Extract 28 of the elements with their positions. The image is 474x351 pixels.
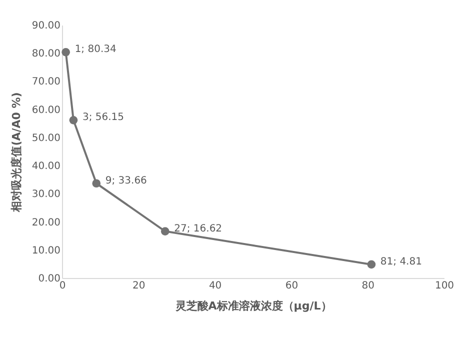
y-tick-label: 10.00 bbox=[32, 245, 60, 256]
x-tick-label: 60 bbox=[285, 280, 298, 292]
data-label: 1; 80.34 bbox=[74, 44, 116, 56]
y-tick-label: 80.00 bbox=[32, 48, 60, 60]
y-tick-label: 40.00 bbox=[32, 161, 60, 172]
x-tick-label: 0 bbox=[59, 280, 66, 292]
point bbox=[160, 227, 170, 236]
x-tick-label: 100 bbox=[434, 280, 454, 292]
y-tick-label: 20.00 bbox=[32, 217, 60, 228]
y-tick-label: 30.00 bbox=[32, 189, 60, 200]
y-tick-label: 50.00 bbox=[32, 132, 60, 144]
point bbox=[62, 48, 70, 56]
x-tick-label: 40 bbox=[208, 280, 222, 292]
y-tick-label: 90.00 bbox=[32, 20, 60, 32]
data-label: 81; 4.81 bbox=[380, 256, 422, 268]
data-label: 9; 33.66 bbox=[105, 175, 147, 186]
data-label: 27; 16.62 bbox=[174, 223, 222, 234]
x-tick-label: 20 bbox=[132, 280, 146, 292]
y-tick-label: 70.00 bbox=[32, 76, 60, 88]
point bbox=[92, 179, 101, 188]
y-tick-label: 0.00 bbox=[38, 274, 60, 284]
data-label: 3; 56.15 bbox=[82, 112, 124, 124]
y-tick-label: 60.00 bbox=[32, 104, 60, 116]
x-axis-title: 灵芝酸A标准溶液浓度（μg/L） bbox=[174, 300, 332, 312]
x-tick-label: 80 bbox=[362, 280, 374, 292]
y-axis-title: 相对吸光度值(A/A0 %) bbox=[10, 92, 23, 213]
point bbox=[367, 260, 376, 269]
point bbox=[69, 116, 78, 124]
